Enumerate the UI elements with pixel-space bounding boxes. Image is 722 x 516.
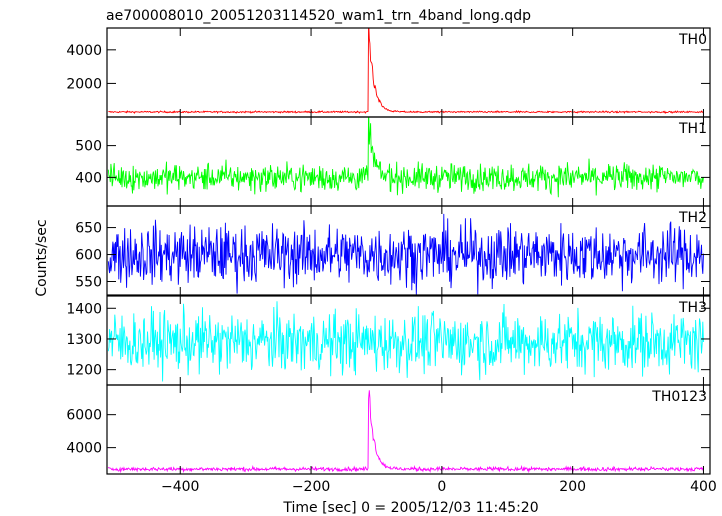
y-tick-label: 600 [75, 248, 102, 264]
panel-label-th1: TH1 [678, 121, 707, 137]
panel-label-th0: TH0 [678, 32, 707, 48]
panel-frame [106, 116, 711, 207]
panel-th3: 1200 1300 1400 TH3 [66, 295, 711, 386]
y-tick-label: 6000 [66, 408, 102, 424]
panel-group: 2000 4000 TH0 400 500 TH1 550 600 650 TH2 1200 1300… [66, 27, 711, 475]
x-axis: −400 −200 0 200 400 [161, 479, 717, 495]
panel-th2: 550 600 650 TH2 [75, 205, 711, 296]
y-axis-title: Counts/sec [34, 219, 50, 296]
y-tick-label: 2000 [66, 76, 102, 92]
series-line-th0123 [107, 390, 704, 474]
series-line-th0 [108, 28, 704, 115]
panel-th0123: 4000 6000 TH0123 [66, 384, 711, 475]
x-tick-label: 200 [559, 479, 586, 495]
panel-label-th2: TH2 [678, 210, 707, 226]
y-tick-label: 550 [75, 275, 102, 291]
y-tick-label: 400 [75, 170, 102, 186]
series-line-th1 [107, 117, 704, 198]
x-tick-label: −400 [161, 479, 199, 495]
x-tick-label: 400 [690, 479, 717, 495]
y-tick-label: 1300 [66, 332, 102, 348]
y-tick-label: 4000 [66, 441, 102, 457]
panel-frame [106, 205, 711, 296]
series-line-th2 [107, 213, 704, 295]
panel-th0: 2000 4000 TH0 [66, 27, 711, 118]
y-tick-label: 1200 [66, 363, 102, 379]
panel-frame [106, 27, 711, 118]
x-axis-title: Time [sec] 0 = 2005/12/03 11:45:20 [282, 500, 538, 516]
panel-th1: 400 500 TH1 [75, 116, 711, 207]
panel-frame [106, 384, 711, 475]
x-tick-label: 0 [437, 479, 446, 495]
chart-title: ae700008010_20051203114520_wam1_trn_4ban… [106, 8, 531, 24]
y-tick-label: 650 [75, 221, 102, 237]
y-tick-label: 1400 [66, 301, 102, 317]
y-tick-label: 500 [75, 139, 102, 155]
y-tick-label: 4000 [66, 43, 102, 59]
panel-label-th0123: TH0123 [651, 389, 707, 405]
panel-label-th3: TH3 [678, 300, 707, 316]
series-line-th3 [107, 301, 704, 382]
x-tick-label: −200 [292, 479, 330, 495]
